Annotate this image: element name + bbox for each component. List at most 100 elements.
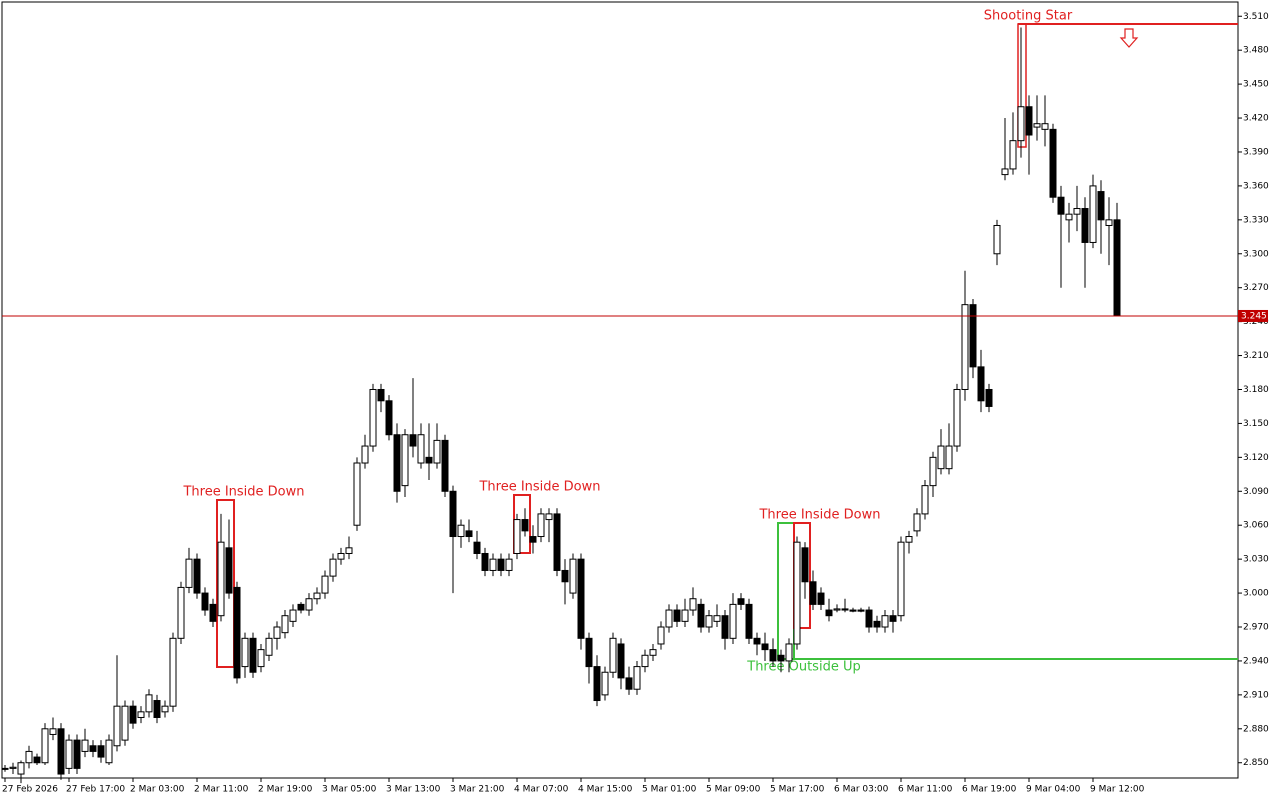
candle-body bbox=[993, 224, 1001, 255]
candle-body bbox=[1017, 106, 1025, 142]
candle-body bbox=[33, 756, 41, 764]
candle-body bbox=[73, 739, 81, 769]
y-tick-label: 3.090 bbox=[1243, 487, 1269, 497]
candle-body bbox=[449, 490, 457, 538]
x-tick-label: 27 Feb 2026 bbox=[2, 785, 58, 795]
candle-body bbox=[1049, 128, 1057, 198]
candle-body bbox=[1089, 185, 1097, 243]
y-tick-label: 3.450 bbox=[1243, 80, 1269, 90]
candle-body bbox=[817, 592, 825, 605]
y-tick-label: 3.270 bbox=[1243, 283, 1269, 293]
candle-body bbox=[913, 513, 921, 532]
candle-body bbox=[177, 586, 185, 639]
candle-body bbox=[433, 439, 441, 464]
candle-body bbox=[1001, 168, 1009, 176]
candle-body bbox=[585, 637, 593, 668]
candle-body bbox=[945, 445, 953, 470]
x-tick-label: 6 Mar 19:00 bbox=[962, 785, 1017, 795]
x-tick-label: 4 Mar 15:00 bbox=[578, 785, 633, 795]
candle-body bbox=[145, 694, 153, 713]
candle-body bbox=[353, 462, 361, 526]
candle-body bbox=[401, 434, 409, 487]
candle-body bbox=[713, 615, 721, 622]
candle-body bbox=[25, 750, 33, 764]
candle-body bbox=[249, 637, 257, 673]
candle-body bbox=[81, 739, 89, 752]
y-tick-label: 3.420 bbox=[1243, 114, 1269, 124]
candle-body bbox=[961, 304, 969, 390]
candle-body bbox=[9, 766, 17, 769]
y-tick-label: 2.880 bbox=[1243, 724, 1269, 734]
candle-body bbox=[361, 445, 369, 464]
last-price-tag bbox=[1238, 309, 1268, 322]
candle-body bbox=[593, 666, 601, 702]
candle-body bbox=[577, 558, 585, 639]
candle-body bbox=[121, 705, 129, 741]
candle-body bbox=[377, 388, 385, 402]
candle-body bbox=[649, 649, 657, 656]
candle-body bbox=[329, 558, 337, 577]
candle-body bbox=[681, 609, 689, 622]
candle-body bbox=[49, 728, 57, 735]
candle-body bbox=[473, 541, 481, 554]
y-tick-label: 2.850 bbox=[1243, 758, 1269, 768]
candle-body bbox=[233, 586, 241, 679]
candle-body bbox=[513, 519, 521, 554]
pattern-label: Three Outside Up bbox=[746, 660, 860, 675]
candle-body bbox=[1009, 140, 1017, 170]
candle-body bbox=[137, 711, 145, 718]
candle-body bbox=[1097, 191, 1105, 221]
candle-body bbox=[129, 705, 137, 724]
candle-body bbox=[313, 592, 321, 600]
candle-body bbox=[937, 445, 945, 470]
candle-body bbox=[521, 519, 529, 532]
candle-body bbox=[1113, 219, 1121, 317]
candle-body bbox=[161, 705, 169, 713]
y-tick-label: 3.060 bbox=[1243, 521, 1269, 531]
candle-body bbox=[337, 552, 345, 560]
candle-body bbox=[641, 654, 649, 668]
pattern-label: Three Inside Down bbox=[478, 480, 600, 495]
candle-body bbox=[417, 434, 425, 464]
candle-body bbox=[697, 603, 705, 628]
candle-body bbox=[193, 558, 201, 594]
pattern-label: Three Inside Down bbox=[182, 485, 304, 500]
candle-body bbox=[409, 434, 417, 447]
candle-body bbox=[17, 762, 25, 775]
x-tick-label: 9 Mar 12:00 bbox=[1090, 785, 1145, 795]
candle-body bbox=[457, 524, 465, 538]
y-tick-label: 3.300 bbox=[1243, 249, 1269, 259]
candle-body bbox=[745, 603, 753, 639]
candle-body bbox=[201, 592, 209, 611]
candle-body bbox=[673, 609, 681, 622]
candle-body bbox=[1041, 123, 1049, 130]
candle-body bbox=[369, 388, 377, 447]
candle-body bbox=[169, 637, 177, 707]
candle-body bbox=[1033, 123, 1041, 128]
candle-body bbox=[665, 609, 673, 628]
candle-body bbox=[905, 536, 913, 543]
x-tick-label: 3 Mar 05:00 bbox=[322, 785, 377, 795]
candle-body bbox=[281, 615, 289, 634]
candle-body bbox=[721, 615, 729, 639]
x-tick-label: 3 Mar 13:00 bbox=[386, 785, 441, 795]
pattern-label: Three Inside Down bbox=[758, 508, 880, 523]
candle-body bbox=[873, 620, 881, 628]
candle-body bbox=[537, 513, 545, 538]
candle-body bbox=[1105, 219, 1113, 226]
y-tick-label: 3.210 bbox=[1243, 351, 1269, 361]
candle-body bbox=[425, 456, 433, 464]
candle-body bbox=[57, 728, 65, 775]
y-tick-label: 3.030 bbox=[1243, 555, 1269, 565]
candle-body bbox=[321, 575, 329, 594]
pattern-label: Shooting Star bbox=[984, 9, 1073, 24]
candle-body bbox=[465, 530, 473, 538]
candle-body bbox=[601, 671, 609, 696]
candle-body bbox=[1081, 208, 1089, 243]
candle-body bbox=[97, 745, 105, 758]
candle-body bbox=[793, 541, 801, 645]
candle-body bbox=[753, 637, 761, 645]
x-tick-label: 9 Mar 04:00 bbox=[1026, 785, 1081, 795]
patterns: Three Inside Down Three Inside Down Thre… bbox=[182, 9, 1238, 675]
candle-body bbox=[929, 456, 937, 487]
